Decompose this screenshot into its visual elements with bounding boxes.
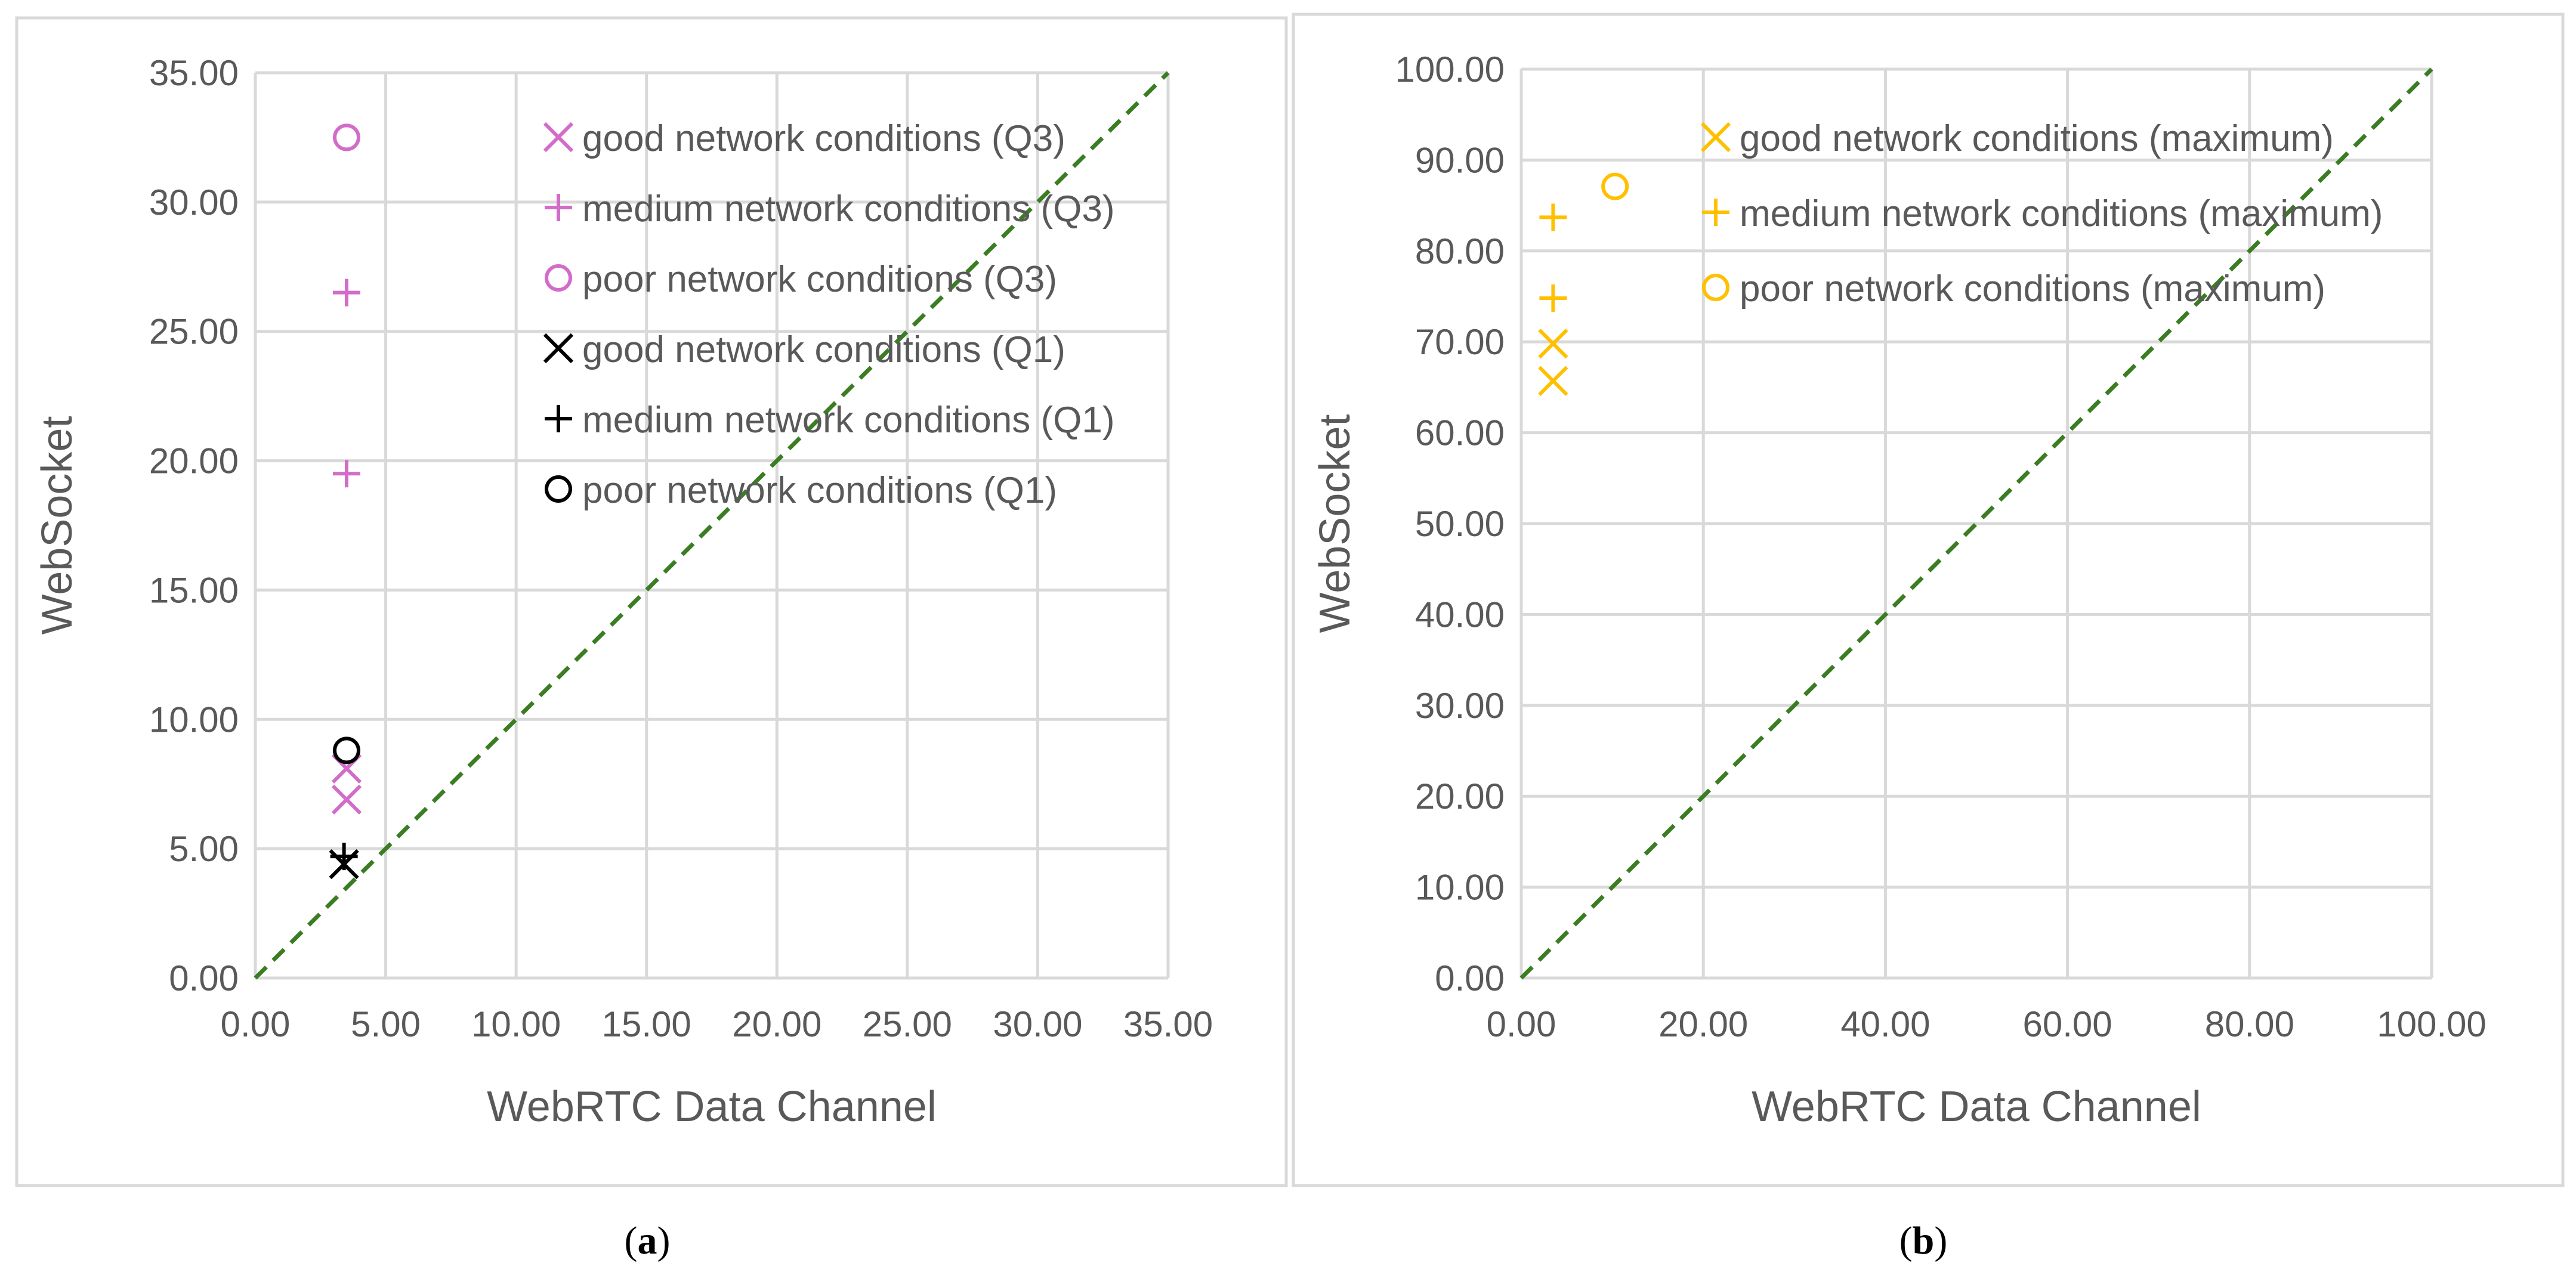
chart-panel-b: 0.00 10.00 20.00 30.00 40.00 50.00 60.00 70.00 8… (1311, 49, 2487, 1131)
panel-b-point-plus (1539, 203, 1567, 231)
panel-b-xtick-label: 40.00 (1840, 1004, 1930, 1044)
panel-a-point-circle (333, 123, 360, 151)
panel-b-ytick-label: 90.00 (1415, 140, 1505, 180)
panel-b-ytick-label: 20.00 (1415, 776, 1505, 816)
panel-b-ytick-label: 30.00 (1415, 686, 1505, 726)
panel-b-y-axis-title: WebSocket (1311, 414, 1359, 633)
panel-a-xtick-label: 35.00 (1123, 1004, 1213, 1044)
panel-a-point-plus (333, 278, 360, 307)
panel-a-legend-label: poor network conditions (Q1) (582, 470, 1057, 511)
panel-b-ytick-label: 10.00 (1415, 868, 1505, 908)
panel-a-legend-label: medium network conditions (Q1) (582, 400, 1114, 441)
panel-b-point-x (1538, 329, 1568, 359)
panel-a-point-plus (333, 460, 360, 488)
panel-a-xtick-label: 25.00 (863, 1004, 952, 1044)
chart-panel-a: 0.00 5.00 10.00 15.00 20.00 25.00 30.00 35.00 0.… (33, 53, 1213, 1131)
panel-a-ytick-label: 5.00 (169, 829, 239, 869)
panel-a-legend-label: medium network conditions (Q3) (582, 188, 1114, 230)
panel-b-ytick-label: 40.00 (1415, 595, 1505, 635)
panel-b-legend-label: good network conditions (maximum) (1740, 118, 2334, 159)
panel-a-xtick-label: 20.00 (732, 1004, 821, 1044)
panel-b-ytick-label: 50.00 (1415, 504, 1505, 544)
panel-b-xtick-label: 60.00 (2023, 1004, 2112, 1044)
panel-a-frame (15, 16, 1288, 1187)
panel-a-xtick-label: 0.00 (221, 1004, 291, 1044)
panel-b-legend-marker (1702, 274, 1729, 301)
panel-a-legend-label: good network conditions (Q3) (582, 118, 1065, 159)
panel-a-ytick-label: 25.00 (149, 312, 239, 352)
panel-b-legend-label: poor network conditions (maximum) (1740, 268, 2325, 310)
caption-b: (b) (1899, 1219, 1948, 1262)
panel-b-xtick-label: 100.00 (2377, 1004, 2487, 1044)
panel-a-point-plus (330, 843, 358, 871)
panel-b-xtick-label: 0.00 (1487, 1004, 1556, 1044)
panel-a-legend-label: poor network conditions (Q3) (582, 259, 1057, 300)
panel-b-xtick-label: 80.00 (2205, 1004, 2294, 1044)
panel-b-legend-marker (1702, 199, 1729, 226)
panel-a-legend-marker (545, 475, 572, 503)
panel-b-legend-marker (1700, 122, 1731, 153)
panel-a-reference-line (254, 71, 1170, 980)
panel-b-point-plus (1539, 284, 1567, 312)
panel-a-ytick-label: 35.00 (149, 53, 239, 93)
panel-a-xtick-label: 15.00 (602, 1004, 691, 1044)
panel-a-point-x (331, 784, 362, 815)
panel-b-ytick-label: 60.00 (1415, 413, 1505, 453)
panel-b-frame (1292, 13, 2565, 1187)
panel-a-legend-marker (545, 194, 572, 221)
panel-b-ytick-label: 70.00 (1415, 322, 1505, 362)
panel-a-legend-marker (545, 264, 572, 292)
panel-a-ytick-label: 0.00 (169, 958, 239, 998)
panel-a-ytick-label: 20.00 (149, 441, 239, 481)
panel-a-point-circle (333, 736, 360, 765)
panel-b-reference-line (1519, 67, 2433, 980)
panel-a-xtick-label: 30.00 (993, 1004, 1082, 1044)
panel-a-y-axis-title: WebSocket (33, 416, 81, 635)
panel-b-ytick-label: 100.00 (1395, 49, 1505, 89)
panel-a-legend-marker (545, 405, 572, 432)
caption-a: (a) (625, 1219, 671, 1262)
panel-a-legend-label: good network conditions (Q1) (582, 329, 1065, 370)
panel-a-ytick-label: 10.00 (149, 700, 239, 739)
panel-a-ytick-label: 30.00 (149, 182, 239, 222)
panel-b-ytick-label: 0.00 (1435, 958, 1505, 998)
panel-b-point-x (1538, 366, 1568, 396)
panel-a-xtick-label: 10.00 (471, 1004, 561, 1044)
panel-b-legend-label: medium network conditions (maximum) (1740, 193, 2383, 234)
panel-b-x-axis-title: WebRTC Data Channel (1752, 1083, 2201, 1131)
panel-a-xtick-label: 5.00 (351, 1004, 421, 1044)
panel-b-point-circle (1601, 172, 1629, 200)
panel-a-legend-marker (543, 122, 574, 153)
panel-a-x-axis-title: WebRTC Data Channel (487, 1083, 937, 1131)
panel-a-ytick-label: 15.00 (149, 570, 239, 610)
panel-b-ytick-label: 80.00 (1415, 231, 1505, 271)
panel-b-xtick-label: 20.00 (1658, 1004, 1748, 1044)
panel-a-legend-marker (543, 333, 574, 364)
